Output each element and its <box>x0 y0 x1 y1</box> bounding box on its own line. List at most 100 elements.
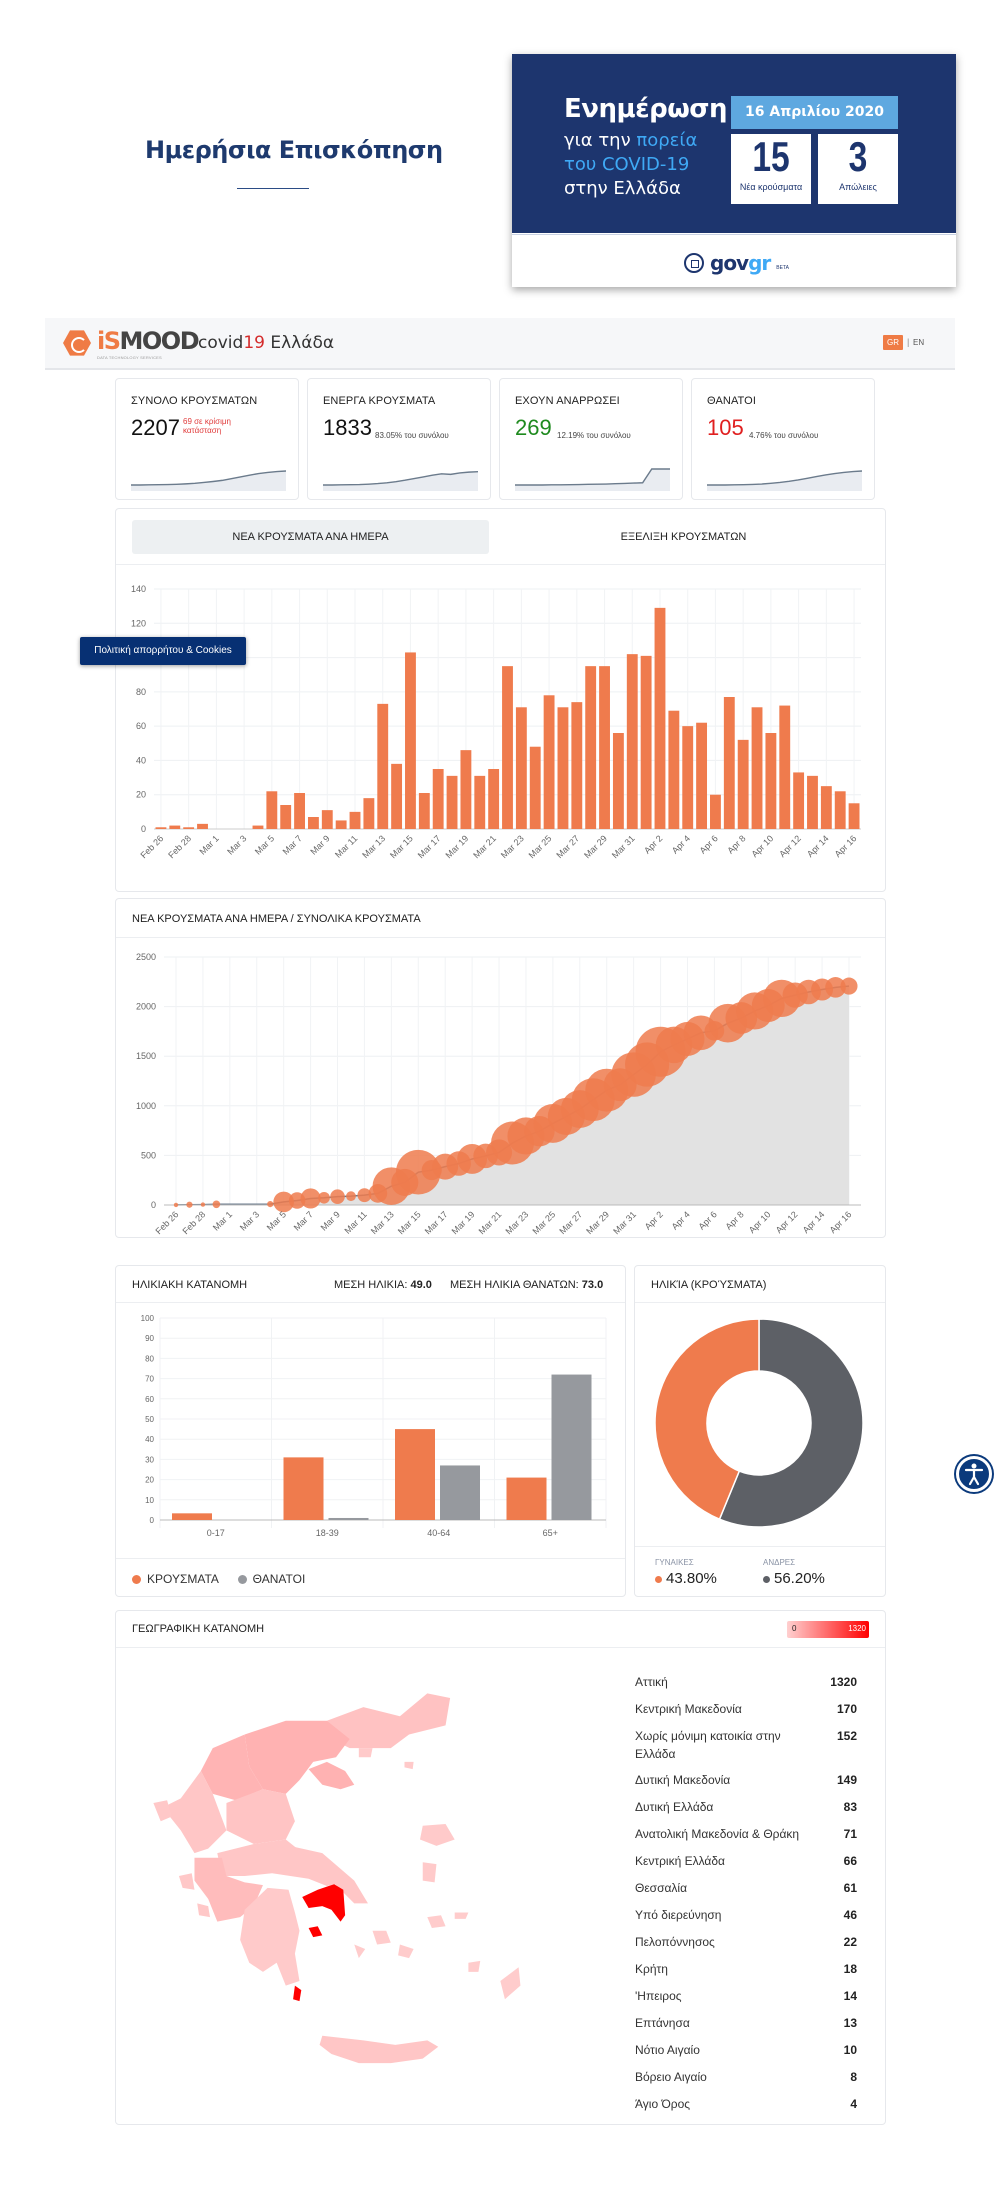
map-region-west-macedonia[interactable] <box>200 1734 263 1801</box>
map-region-ionian-islands[interactable] <box>153 1800 210 1918</box>
bar[interactable] <box>793 772 805 829</box>
bar[interactable] <box>328 1517 369 1520</box>
bar[interactable] <box>710 794 721 829</box>
bubble-point[interactable] <box>330 1189 345 1204</box>
greece-map[interactable] <box>126 1651 546 2101</box>
bubble-point[interactable] <box>318 1191 330 1204</box>
lang-gr-button[interactable]: GR <box>883 335 903 350</box>
map-region-crete[interactable] <box>319 2035 439 2064</box>
cookie-policy-button[interactable]: Πολιτική απορρήτου & Cookies <box>80 637 246 665</box>
map-region-attica[interactable] <box>302 1884 346 1922</box>
bar[interactable] <box>543 695 555 829</box>
bar[interactable] <box>280 805 292 829</box>
bar[interactable] <box>737 739 749 829</box>
bubble-point[interactable] <box>346 1191 356 1202</box>
bar[interactable] <box>321 810 333 829</box>
bar[interactable] <box>834 791 846 829</box>
map-region-west-greece[interactable] <box>194 1857 263 1922</box>
bar[interactable] <box>307 817 319 829</box>
bubble-point[interactable] <box>273 1191 294 1213</box>
map-region-epirus[interactable] <box>162 1771 227 1854</box>
tab-daily-cases[interactable]: ΝΕΑ ΚΡΟΥΣΜΑΤΑ ΑΝΑ ΗΜΕΡΑ <box>132 520 489 554</box>
bubble-point[interactable] <box>173 1202 179 1208</box>
bubble-point[interactable] <box>212 1200 221 1209</box>
donut-slice-women[interactable] <box>654 1318 760 1521</box>
bubble-point[interactable] <box>357 1188 372 1203</box>
bar[interactable] <box>571 702 583 829</box>
bar[interactable] <box>391 763 403 829</box>
gov-update-banner[interactable]: Ενημέρωση για την πορεία του COVID-19 στ… <box>512 54 956 287</box>
bar[interactable] <box>155 827 167 829</box>
bar[interactable] <box>599 666 610 829</box>
lang-en-button[interactable]: EN <box>913 338 925 347</box>
bar[interactable] <box>779 705 791 829</box>
bar[interactable] <box>252 825 264 829</box>
bar[interactable] <box>418 793 430 829</box>
bar[interactable] <box>723 697 735 829</box>
bubble-point[interactable] <box>825 977 846 998</box>
bar[interactable] <box>557 707 569 829</box>
bar[interactable] <box>751 707 763 829</box>
bar[interactable] <box>668 710 680 829</box>
ismood-logo-icon[interactable] <box>63 330 91 356</box>
bar[interactable] <box>440 1465 480 1520</box>
sparkline-line <box>323 471 478 486</box>
bar[interactable] <box>183 827 195 829</box>
bar[interactable] <box>169 825 181 829</box>
bar[interactable] <box>612 733 624 829</box>
bar[interactable] <box>529 746 541 829</box>
bar[interactable] <box>626 654 638 829</box>
bubble-point[interactable] <box>840 977 858 995</box>
bar[interactable] <box>294 793 305 829</box>
bar[interactable] <box>266 791 278 829</box>
map-region-chalkidiki[interactable] <box>308 1761 355 1790</box>
bar[interactable] <box>515 707 527 829</box>
bubble-point[interactable] <box>186 1201 193 1208</box>
map-region-south-aegean[interactable] <box>354 1912 521 2000</box>
bar[interactable] <box>807 775 818 829</box>
bar[interactable] <box>446 775 458 829</box>
bar[interactable] <box>197 823 208 829</box>
bar[interactable] <box>682 726 694 829</box>
bar[interactable] <box>460 750 472 829</box>
bar[interactable] <box>848 803 860 829</box>
bar[interactable] <box>363 798 375 829</box>
legend-deaths[interactable]: ΘΑΝΑΤΟΙ <box>237 1572 305 1586</box>
map-region-east-macedonia-thrace[interactable] <box>326 1693 451 1749</box>
bar[interactable] <box>405 652 416 829</box>
map-region-central-greece[interactable] <box>217 1839 346 1887</box>
bar[interactable] <box>820 786 832 829</box>
bubble-point[interactable] <box>267 1200 274 1208</box>
tab-case-evolution[interactable]: ΕΞΕΛΙΞΗ ΚΡΟΥΣΜΑΤΩΝ <box>620 531 747 543</box>
map-region-north-aegean[interactable] <box>358 1748 455 1883</box>
bubble-point[interactable] <box>300 1188 321 1209</box>
bar[interactable] <box>283 1457 324 1520</box>
map-region-attica-islands[interactable] <box>293 1926 323 2002</box>
bar[interactable] <box>377 703 389 829</box>
bar[interactable] <box>696 722 708 829</box>
bar[interactable] <box>502 666 513 829</box>
map-region-thessaly[interactable] <box>226 1789 295 1845</box>
bar[interactable] <box>172 1513 212 1520</box>
map-region-central-macedonia[interactable] <box>244 1720 350 1794</box>
bar[interactable] <box>335 820 347 829</box>
bar[interactable] <box>349 811 361 829</box>
bar[interactable] <box>551 1374 592 1520</box>
x-tick-label: 65+ <box>543 1528 558 1536</box>
bubble-point[interactable] <box>200 1202 206 1207</box>
bar[interactable] <box>488 769 500 829</box>
bar[interactable] <box>765 733 777 829</box>
bar[interactable] <box>585 666 597 829</box>
bar[interactable] <box>640 655 652 829</box>
legend-cases[interactable]: ΚΡΟΥΣΜΑΤΑ <box>132 1572 218 1586</box>
bar[interactable] <box>432 769 444 829</box>
map-region-evia[interactable] <box>281 1844 368 1904</box>
bar[interactable] <box>506 1477 547 1520</box>
bar[interactable] <box>474 775 486 829</box>
accessibility-button[interactable] <box>956 1456 992 1492</box>
bar[interactable] <box>654 607 666 829</box>
donut-slice-men[interactable] <box>718 1318 864 1528</box>
bar[interactable] <box>395 1429 435 1520</box>
ismood-logo-text[interactable]: iSMOOD <box>97 327 200 355</box>
map-region-peloponnese[interactable] <box>240 1887 300 1986</box>
